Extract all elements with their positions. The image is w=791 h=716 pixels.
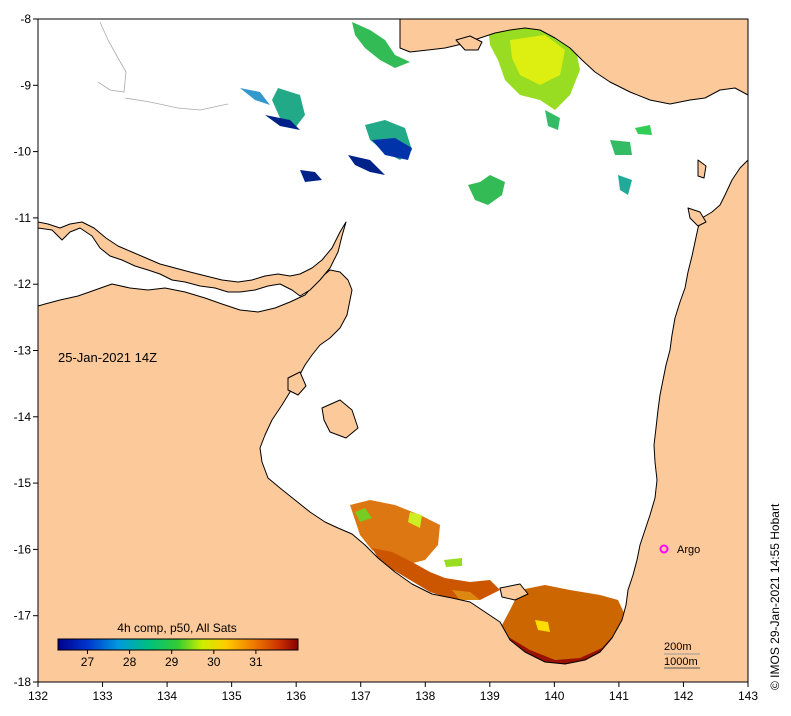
x-axis-longitude: 132 133 134 135 136 137 138 139 140 141 142 143 — [28, 682, 758, 703]
colorbar-tick-label: 28 — [123, 655, 137, 669]
x-tick-label: 140 — [544, 689, 564, 703]
y-tick-label: -9 — [20, 78, 31, 92]
x-tick-label: 138 — [415, 689, 435, 703]
bathymetry-contours — [97, 21, 229, 111]
colorbar-ticks: 27 28 29 30 31 — [81, 650, 263, 669]
y-tick-label: -10 — [14, 145, 32, 159]
x-tick-label: 135 — [222, 689, 242, 703]
x-tick-label: 142 — [673, 689, 693, 703]
contour-legend-1000m: 1000m — [664, 656, 698, 668]
colorbar-tick-label: 29 — [165, 655, 179, 669]
y-tick-label: -13 — [14, 344, 32, 358]
argo-label: Argo — [677, 544, 700, 556]
y-tick-label: -8 — [20, 12, 31, 26]
land — [38, 19, 748, 682]
y-tick-label: -12 — [14, 277, 32, 291]
y-tick-label: -16 — [14, 542, 32, 556]
colorbar-tick-label: 30 — [207, 655, 221, 669]
sst-patches-south — [350, 500, 625, 664]
y-tick-label: -17 — [14, 609, 32, 623]
y-tick-label: -18 — [14, 675, 32, 689]
x-tick-label: 134 — [157, 689, 177, 703]
contour-legend: 200m 1000m — [664, 641, 700, 669]
colorbar-tick-label: 27 — [81, 655, 95, 669]
colorbar-title: 4h comp, p50, All Sats — [117, 621, 236, 635]
y-axis-latitude: -8 -9 -10 -11 -12 -13 -14 -15 -16 -17 -18 — [14, 12, 38, 689]
argo-float: Argo — [659, 544, 700, 556]
colorbar: 4h comp, p50, All Sats 27 28 29 30 31 — [57, 621, 299, 669]
x-tick-label: 143 — [738, 689, 758, 703]
credit-text: © IMOS 29-Jan-2021 14:55 Hobart — [768, 503, 782, 690]
argo-marker-icon — [659, 544, 669, 554]
sst-patches-north — [240, 22, 652, 205]
y-tick-label: -14 — [14, 410, 32, 424]
y-tick-label: -11 — [15, 211, 32, 225]
x-tick-label: 139 — [480, 689, 500, 703]
x-tick-label: 137 — [351, 689, 371, 703]
x-tick-label: 133 — [93, 689, 113, 703]
contour-legend-200m: 200m — [664, 641, 692, 653]
x-tick-label: 141 — [609, 689, 629, 703]
date-label: 25-Jan-2021 14Z — [58, 350, 157, 365]
colorbar-ramp — [57, 638, 299, 651]
x-tick-label: 136 — [286, 689, 306, 703]
colorbar-tick-label: 31 — [249, 655, 263, 669]
y-tick-label: -15 — [14, 476, 32, 490]
x-tick-label: 132 — [28, 689, 48, 703]
